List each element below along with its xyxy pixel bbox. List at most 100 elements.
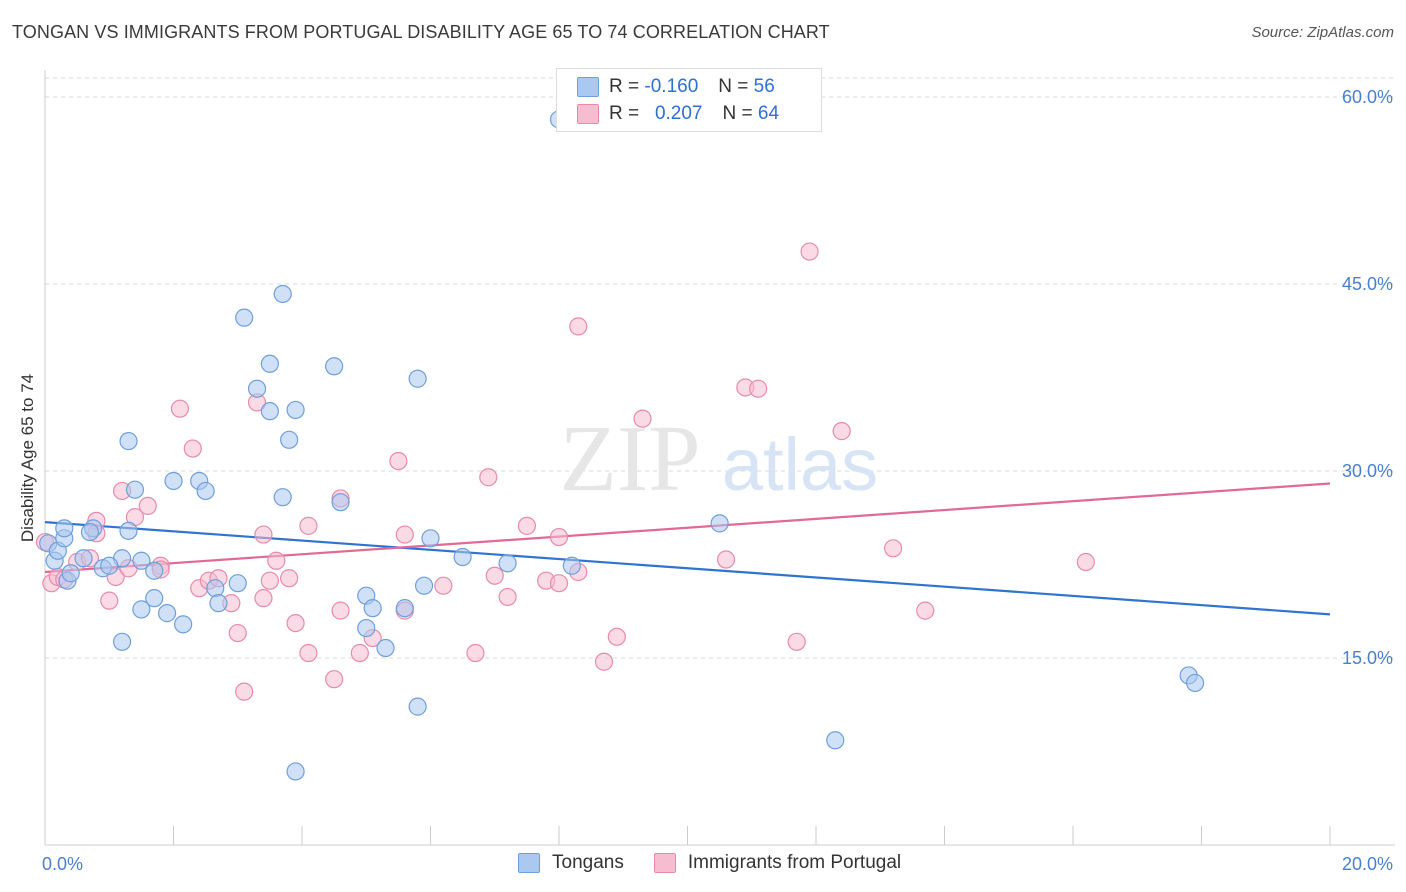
tongans-point: [562, 556, 581, 575]
tongans-point: [453, 547, 472, 567]
tick-labels: 15.0% 30.0% 45.0% 60.0% 0.0% 20.0%: [42, 87, 1393, 874]
axes: [44, 70, 1395, 846]
tongans-point: [119, 431, 138, 451]
portugal-point: [466, 643, 485, 663]
tongans-point: [498, 554, 517, 573]
legend-n-label: N =: [722, 103, 753, 124]
y-axis-label: Disability Age 65 to 74: [18, 374, 37, 542]
portugal-point: [280, 569, 299, 588]
watermark: ZIP atlas: [560, 407, 879, 511]
tongans-point: [174, 615, 193, 634]
portugal-point: [267, 551, 286, 570]
tongans-point: [710, 514, 729, 533]
portugal-point: [434, 576, 453, 595]
portugal-point: [170, 399, 190, 418]
portugal-point: [594, 652, 614, 671]
portugal-point: [299, 643, 318, 663]
tongans-point: [273, 488, 292, 507]
portugal-point: [716, 550, 736, 569]
tongans-point: [357, 618, 376, 638]
y-tick-label: 60.0%: [1342, 87, 1393, 107]
bottom-legend-swatch-tongans: [518, 853, 540, 873]
portugal-point: [138, 496, 157, 516]
chart-title: TONGAN VS IMMIGRANTS FROM PORTUGAL DISAB…: [12, 22, 830, 42]
tongans-point: [100, 556, 119, 575]
portugal-point: [350, 643, 369, 663]
tongans-point: [408, 369, 427, 388]
tongans-point: [421, 529, 440, 548]
portugal-point: [800, 242, 819, 261]
legend-row-tongans: R = -0.160 N = 56: [557, 74, 775, 100]
legend-r-value: -0.160: [644, 76, 699, 97]
tongans-point: [55, 519, 74, 538]
portugal-point: [883, 539, 903, 558]
legend-n-label: N =: [718, 76, 749, 97]
legend-r-label: R =: [609, 76, 640, 97]
tongans-point: [1185, 673, 1205, 693]
portugal-point: [100, 591, 119, 610]
tongans-point: [286, 400, 305, 420]
portugal-point: [1076, 552, 1095, 572]
tongans-point: [363, 599, 382, 618]
portugal-point: [498, 587, 517, 607]
tongans-point: [112, 632, 132, 651]
tongans-point: [80, 522, 100, 542]
tongans-point: [414, 576, 434, 595]
x-tick-label: 20.0%: [1342, 854, 1393, 874]
portugal-point: [517, 516, 536, 535]
tongans-point: [247, 379, 267, 398]
tongans-point: [157, 604, 177, 623]
tongans-point: [74, 549, 93, 568]
tongans-point: [280, 430, 299, 449]
tongans-point: [132, 551, 151, 570]
portugal-point: [607, 627, 626, 646]
watermark-zip: ZIP: [560, 407, 701, 511]
tongans-point: [61, 564, 80, 583]
portugal-point: [916, 601, 935, 620]
tongans-point: [331, 493, 350, 512]
legend-n-value: 56: [753, 76, 775, 97]
tongans-point: [286, 762, 305, 781]
portugal-point: [325, 670, 344, 689]
tongans-point: [826, 731, 845, 750]
tongans-point: [125, 480, 145, 499]
tongans-point: [408, 697, 427, 716]
tongans-point: [376, 638, 395, 658]
tongans-point: [164, 471, 183, 491]
bottom-legend-tongans: Tongans: [518, 852, 624, 874]
tongans-point: [273, 284, 292, 304]
bottom-legend-portugal: Immigrants from Portugal: [653, 852, 902, 874]
tongans-point: [325, 357, 344, 376]
legend-r-value: 0.207: [654, 103, 703, 124]
legend-n-value: 64: [757, 103, 780, 124]
portugal-point: [235, 682, 254, 701]
bottom-legend: Tongans Immigrants from Portugal: [518, 852, 931, 874]
portugal-trend-line: [44, 482, 1331, 574]
bottom-legend-label: Immigrants from Portugal: [687, 852, 902, 873]
portugal-point: [254, 525, 273, 544]
portugal-point: [633, 409, 652, 428]
portugal-point: [479, 468, 498, 487]
tongans-point: [145, 561, 164, 580]
portugal-point: [787, 632, 806, 651]
portugal-point: [228, 623, 247, 643]
tongans-point: [145, 589, 164, 608]
portugal-point: [832, 422, 851, 441]
tongans-point: [228, 574, 247, 593]
tongans-point: [395, 599, 414, 618]
portugal-point: [569, 317, 588, 336]
portugal-point: [395, 525, 414, 544]
series-tongans-points: [39, 110, 1205, 781]
tongans-point: [235, 308, 254, 327]
legend-row-portugal: R = 0.207 N = 64: [557, 101, 779, 127]
watermark-atlas: atlas: [722, 423, 878, 506]
portugal-point: [549, 527, 569, 547]
source-label: Source: ZipAtlas.com: [1251, 24, 1394, 41]
portugal-point: [260, 571, 279, 590]
bottom-legend-swatch-portugal: [653, 853, 676, 873]
y-tick-label: 30.0%: [1342, 461, 1393, 481]
portugal-point: [389, 451, 408, 471]
portugal-point: [331, 601, 350, 620]
stats-legend: R = -0.160 N = 56 R = 0.207 N = 64: [556, 68, 822, 132]
